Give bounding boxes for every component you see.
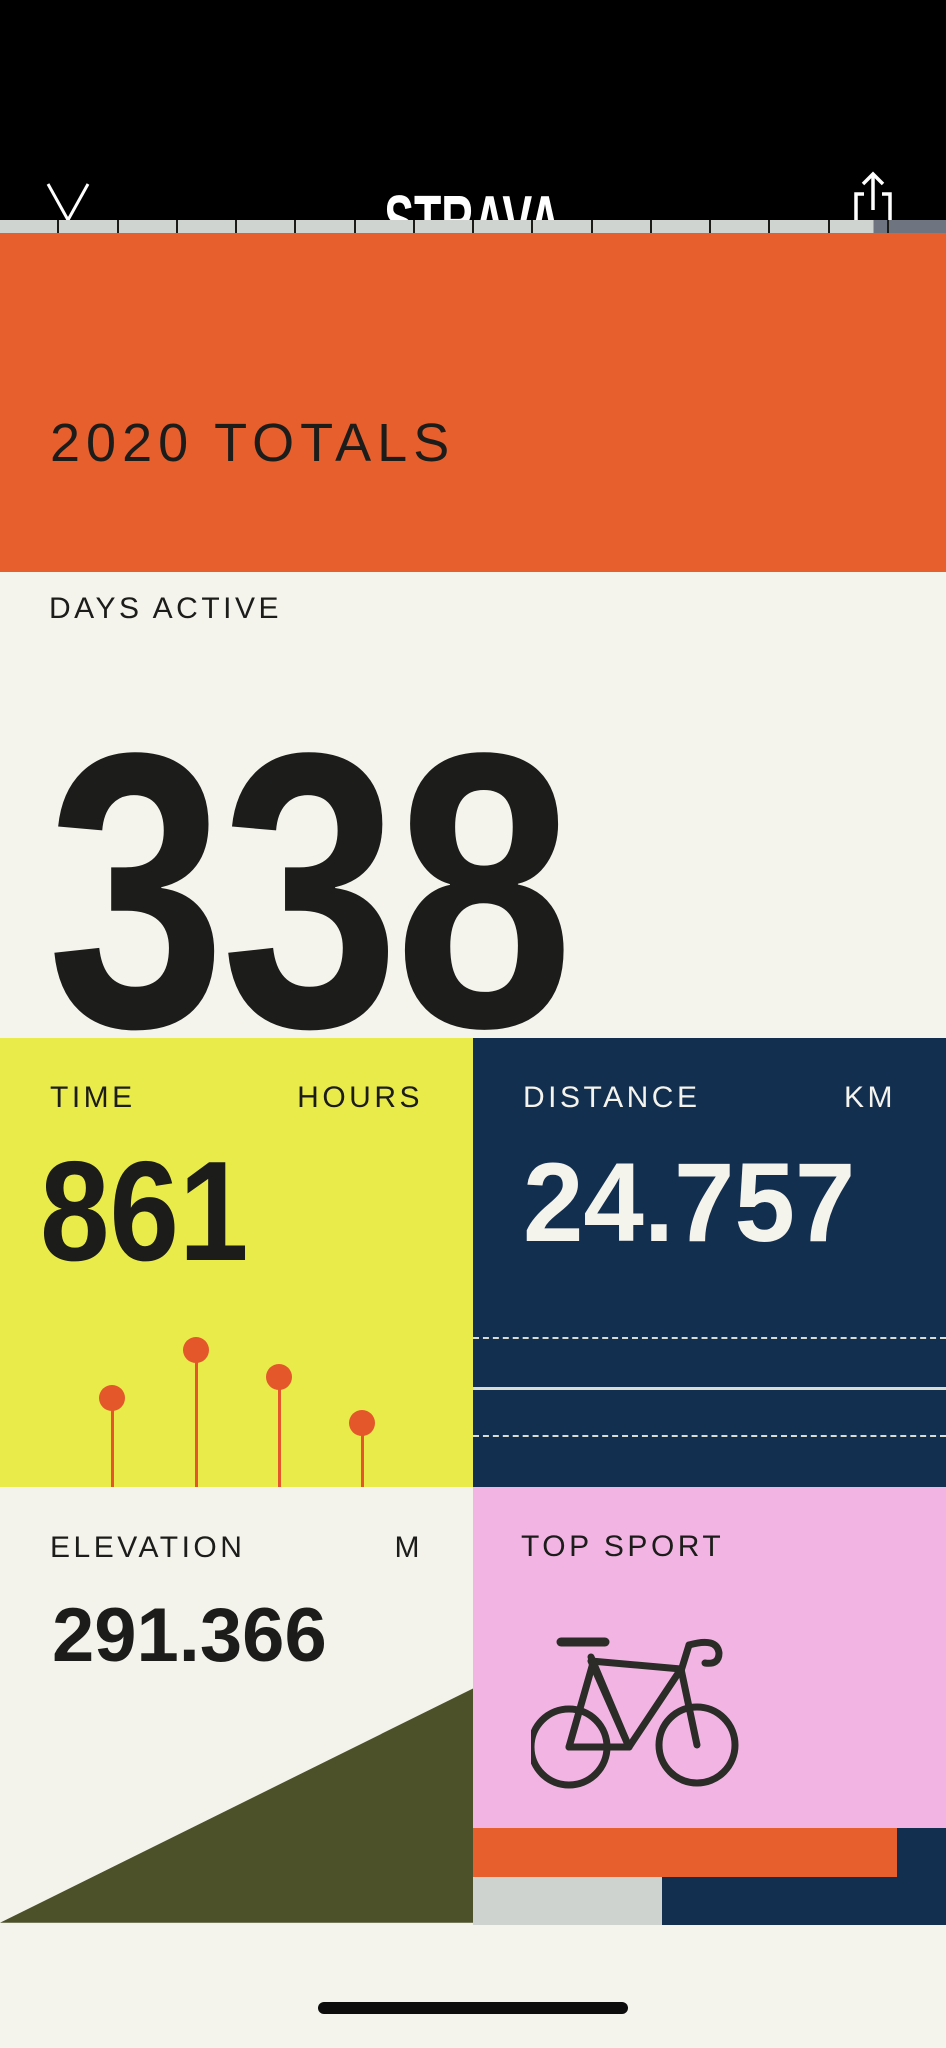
- time-unit-label: HOURS: [297, 1081, 423, 1114]
- elevation-tile-header: ELEVATION M: [0, 1533, 473, 1563]
- elevation-unit-label: M: [394, 1531, 423, 1564]
- top-sport-card: TOP SPORT: [473, 1487, 946, 1828]
- progress-segment: [296, 220, 354, 233]
- lollipop-dot: [99, 1385, 125, 1411]
- progress-segment: [414, 220, 472, 233]
- elevation-value: 291.366: [52, 1593, 327, 1678]
- page-title: 2020 TOTALS: [50, 413, 456, 473]
- progress-segment: [118, 220, 176, 233]
- distance-tile: DISTANCE KM 24.757: [473, 1038, 946, 1487]
- distance-label: DISTANCE: [523, 1081, 701, 1114]
- decor-orange-block: [473, 1828, 897, 1877]
- progress-segment: [711, 220, 769, 233]
- progress-segment: [237, 220, 295, 233]
- time-tile-header: TIME HOURS: [0, 1083, 473, 1113]
- days-active-value: 338: [47, 672, 573, 1110]
- distance-rule-line: [473, 1337, 946, 1339]
- top-sport-tile: TOP SPORT: [473, 1487, 946, 1925]
- top-nav-bar: STRAVA: [0, 0, 946, 258]
- lollipop-stem: [360, 1423, 364, 1487]
- progress-segment: [770, 220, 828, 233]
- lollipop-dot: [266, 1364, 292, 1390]
- distance-value: 24.757: [523, 1140, 856, 1265]
- time-label: TIME: [50, 1081, 136, 1114]
- distance-rule-line: [473, 1387, 946, 1390]
- progress-segment: [651, 220, 709, 233]
- days-active-label: DAYS ACTIVE: [49, 592, 283, 625]
- lollipop-stem: [277, 1377, 281, 1487]
- top-sport-label: TOP SPORT: [521, 1530, 725, 1563]
- decor-gray-block: [473, 1877, 662, 1925]
- distance-rule-line: [473, 1435, 946, 1437]
- progress-segment: [59, 220, 117, 233]
- header-banner: 2020 TOTALS: [0, 233, 946, 572]
- lollipop-dot: [349, 1410, 375, 1436]
- distance-tile-header: DISTANCE KM: [473, 1083, 946, 1113]
- elevation-label: ELEVATION: [50, 1531, 246, 1564]
- time-value: 861: [40, 1132, 249, 1291]
- progress-segment: [592, 220, 650, 233]
- lollipop-stem: [110, 1398, 114, 1487]
- progress-segment: [177, 220, 235, 233]
- progress-segment: [533, 220, 591, 233]
- time-tile: TIME HOURS 861: [0, 1038, 473, 1487]
- home-indicator[interactable]: [318, 2002, 628, 2014]
- lollipop-stem: [194, 1350, 198, 1487]
- lollipop-dot: [183, 1337, 209, 1363]
- progress-segment: [888, 220, 946, 233]
- progress-segment: [0, 220, 58, 233]
- story-progress-bar[interactable]: [0, 220, 946, 233]
- progress-segment: [355, 220, 413, 233]
- progress-segment: [829, 220, 887, 233]
- progress-segment: [474, 220, 532, 233]
- elevation-tile: ELEVATION M 291.366: [0, 1487, 473, 1925]
- bicycle-icon: [531, 1637, 739, 1789]
- distance-unit-label: KM: [844, 1081, 896, 1114]
